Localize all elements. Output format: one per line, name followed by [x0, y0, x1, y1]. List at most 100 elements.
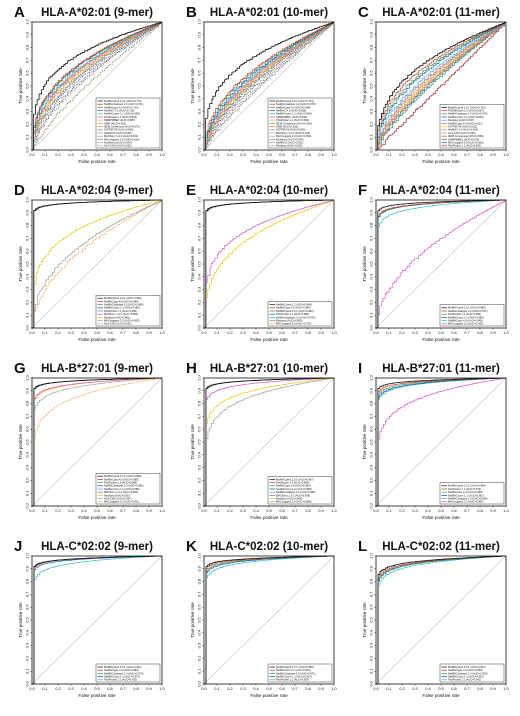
y-tick-label: 0.7 [25, 235, 30, 241]
y-tick-label: 0.2 [369, 477, 374, 483]
legend-entry: NetMHCcons 1.1 (AUC=0.698) [104, 112, 140, 116]
x-tick-label: 0.6 [279, 152, 285, 157]
y-tick-label: 0.8 [25, 400, 30, 406]
y-tick-label: 1.0 [25, 552, 30, 558]
legend-entry: SMMPMBEC (AUC=0.687) [104, 118, 135, 122]
x-tick-label: 0.9 [490, 686, 496, 691]
y-tick-label: 0.6 [25, 426, 30, 432]
y-tick-label: 0.4 [197, 451, 202, 457]
x-axis-label: False positive rate [78, 693, 116, 698]
roc-curve [32, 555, 163, 685]
y-tick-label: 0.9 [197, 31, 202, 37]
roc-curve [204, 555, 335, 685]
panel-letter: J [14, 538, 22, 555]
legend-entry: MixMHCpred 2.0.1 (AUC=0.991) [104, 665, 142, 669]
x-tick-label: 0.3 [412, 152, 418, 157]
panel-title: HLA-B*27:01 (9-mer) [41, 363, 153, 375]
x-tick-label: 0.8 [133, 152, 139, 157]
legend: MixMHCpred 2.0.1 (AUC=0.984)PickPocket 1… [439, 482, 505, 505]
panel-title: HLA-A*02:04 (10-mer) [210, 185, 328, 197]
legend-entry: MixMHCpred 2.0.1 (AUC=0.983) [276, 665, 314, 669]
roc-curve [204, 21, 335, 151]
x-tick-label: 0.4 [81, 152, 87, 157]
legend-entry: NetMHCstabpan 1.0 (AUC=0.979) [104, 671, 144, 675]
legend-entry: MHCnuggets 2.0 (AUC=0.751) [276, 322, 312, 326]
roc-curve [204, 22, 335, 151]
y-tick-label: 0.8 [197, 578, 202, 584]
legend-entry: SMM (AUC=0.618) [276, 125, 298, 129]
y-tick-label: 0.0 [197, 502, 202, 508]
legend-entry: HLA-CNN (AUC=0.937) [104, 497, 132, 501]
x-tick-label: 0.5 [266, 330, 272, 335]
legend-entry: SYFPEITHI (AUC=0.609) [276, 128, 305, 132]
roc-curve [376, 555, 507, 685]
legend-entry: NetMHCpan 4.0 (AUC=0.948) [448, 319, 483, 323]
x-tick-label: 0.1 [386, 152, 392, 157]
legend: NetMHCcons 1.1 (AUC=0.984)NetMHCpan 4.0 … [267, 301, 333, 327]
legend: MixMHCpred 2.0.1 (AUC=0.987)PickPocket 1… [267, 476, 333, 505]
legend-entry: SMM (AUC=0.681) [104, 121, 126, 125]
x-tick-label: 0.3 [68, 686, 74, 691]
x-tick-label: 1.0 [503, 330, 509, 335]
legend-entry: NetMHCpan 4.0 (AUC=0.958) [448, 668, 483, 672]
roc-curve [32, 22, 163, 151]
x-tick-label: 0.6 [451, 686, 457, 691]
y-tick-label: 0.4 [25, 95, 30, 101]
y-tick-label: 0.1 [25, 490, 30, 496]
panel-title: HLA-A*02:04 (11-mer) [382, 185, 500, 197]
panel-letter: D [14, 182, 25, 199]
roc-curve [32, 199, 163, 329]
y-tick-label: 1.0 [197, 18, 202, 24]
y-tick-label: 0.9 [25, 565, 30, 571]
x-tick-label: 0.9 [146, 686, 152, 691]
y-tick-label: 0.0 [197, 680, 202, 686]
legend-entry: HLA-CNN (AUC=0.661) [104, 322, 132, 326]
panel-letter: K [186, 538, 197, 555]
x-tick-label: 0.0 [201, 330, 207, 335]
y-tick-label: 0.3 [25, 286, 30, 292]
x-tick-label: 0.7 [120, 686, 126, 691]
y-tick-label: 1.0 [369, 18, 374, 24]
y-tick-label: 0.1 [25, 312, 30, 318]
legend-entry: MHCflurry 1.2.0 (AUC=0.960) [104, 490, 138, 494]
legend-entry: MixMHCpred 2.0.1 (AUC=0.721) [448, 105, 486, 109]
x-tick-label: 0.0 [373, 152, 379, 157]
diagonal-reference [203, 21, 335, 151]
x-tick-label: 0.7 [464, 508, 470, 513]
y-tick-label: 0.6 [197, 426, 202, 432]
legend-entry: IEDB Consensus (AUC=0.584) [448, 134, 484, 138]
x-tick-label: 0.9 [490, 508, 496, 513]
x-tick-label: 1.0 [331, 508, 337, 513]
legend-entry: MHCnuggets 2.0 (AUC=0.693) [104, 319, 140, 323]
y-axis-label: True positive rate [190, 68, 195, 104]
roc-curve [376, 21, 507, 151]
y-tick-label: 0.3 [369, 642, 374, 648]
roc-curve [32, 200, 163, 329]
y-tick-label: 0.3 [369, 108, 374, 114]
roc-curve [376, 22, 507, 151]
y-tick-label: 0.3 [197, 108, 202, 114]
roc-curve [204, 377, 335, 507]
roc-curve [376, 22, 507, 151]
panel-title: HLA-C*02:02 (10-mer) [210, 541, 328, 553]
legend-entry: PickPocket 1.1 (AUC=0.984) [276, 481, 309, 485]
legend-entry: NetMHCstabpan 1.0 (AUC=0.980) [276, 490, 316, 494]
y-axis-label: True positive rate [190, 602, 195, 638]
legend-entry: NetMHCpan 4.0 (AUC=0.989) [104, 299, 139, 303]
x-tick-label: 0.2 [399, 508, 405, 513]
roc-curve [376, 377, 507, 507]
y-tick-label: 0.9 [197, 209, 202, 215]
diagonal-reference [31, 377, 163, 507]
legend-entry: NetMHCpan 4.0 (AUC=0.668) [276, 105, 311, 109]
x-tick-label: 0.9 [490, 330, 496, 335]
y-tick-label: 0.7 [369, 591, 374, 597]
legend-entry: NetMHCcons 1.1 (AUC=0.984) [276, 303, 312, 307]
x-tick-label: 0.7 [292, 686, 298, 691]
x-tick-label: 0.5 [94, 330, 100, 335]
y-tick-label: 0.2 [25, 477, 30, 483]
roc-curve [32, 21, 163, 151]
chart-panel-g: G HLA-B*27:01 (9-mer) 0.00.0 0.1 0.1 0.2 0.2 0.… [14, 360, 166, 520]
x-tick-label: 0.8 [477, 686, 483, 691]
y-tick-label: 0.2 [197, 477, 202, 483]
x-tick-label: 0.7 [464, 686, 470, 691]
